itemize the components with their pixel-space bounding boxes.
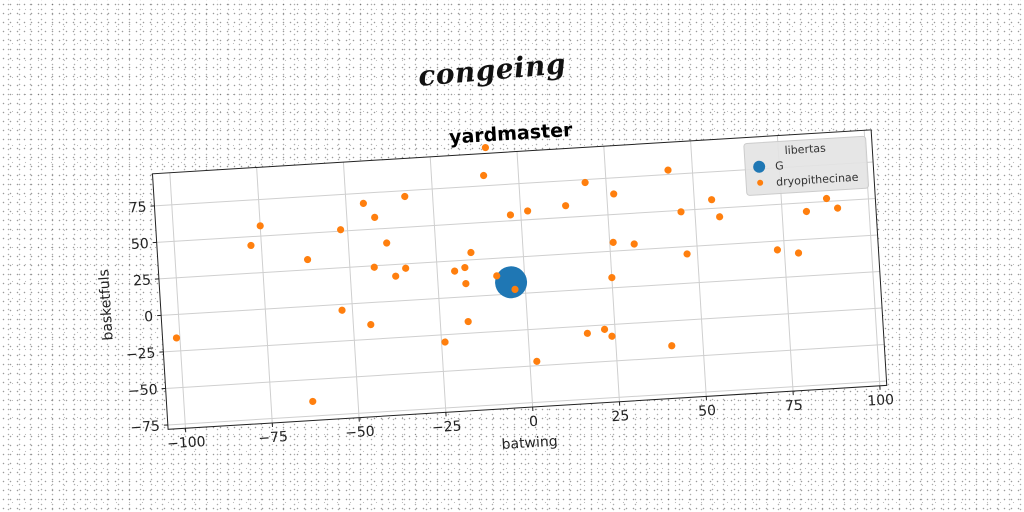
x-grid-line xyxy=(429,156,447,413)
point-dryopithecinae xyxy=(467,248,475,257)
x-grid-line xyxy=(603,146,620,402)
point-g xyxy=(495,266,528,299)
point-dryopithecinae xyxy=(464,317,472,326)
x-tick-label: −25 xyxy=(432,418,462,436)
x-tick-label: 75 xyxy=(785,398,804,415)
point-dryopithecinae xyxy=(683,250,691,258)
point-dryopithecinae xyxy=(608,332,616,340)
y-grid-line xyxy=(165,343,885,389)
point-dryopithecinae xyxy=(524,207,532,215)
point-dryopithecinae xyxy=(338,306,346,314)
point-dryopithecinae xyxy=(511,285,519,293)
point-dryopithecinae xyxy=(506,211,515,219)
y-tick-label: 25 xyxy=(133,272,152,289)
point-dryopithecinae xyxy=(359,199,367,208)
point-dryopithecinae xyxy=(610,190,618,198)
y-tick-label: 75 xyxy=(128,199,147,216)
x-tick-label: −75 xyxy=(258,429,288,447)
legend-title: libertas xyxy=(784,142,826,158)
point-dryopithecinae xyxy=(247,241,255,250)
point-dryopithecinae xyxy=(630,240,638,248)
point-dryopithecinae xyxy=(822,194,831,203)
x-tick-label: 0 xyxy=(529,414,539,431)
point-dryopithecinae xyxy=(392,272,400,280)
legend-marker-g xyxy=(753,160,766,173)
point-dryopithecinae xyxy=(480,171,488,180)
legend-box xyxy=(743,135,870,196)
legend-label-g: G xyxy=(775,159,784,172)
y-tick-label: 50 xyxy=(130,236,149,253)
x-grid-line xyxy=(342,162,360,418)
x-grid-line xyxy=(256,167,273,423)
point-dryopithecinae xyxy=(668,342,676,350)
point-dryopithecinae xyxy=(608,274,616,282)
point-dryopithecinae xyxy=(664,166,672,174)
point-dryopithecinae xyxy=(461,263,469,272)
point-dryopithecinae xyxy=(370,263,378,271)
point-dryopithecinae xyxy=(493,272,501,280)
y-tick-label: 0 xyxy=(144,309,154,326)
legend-label-dryopithecinae: dryopithecinae xyxy=(776,171,859,189)
y-tick-label: −50 xyxy=(128,382,158,400)
point-dryopithecinae xyxy=(833,204,842,212)
y-tick-label: −75 xyxy=(130,418,160,436)
point-dryopithecinae xyxy=(402,264,410,272)
point-dryopithecinae xyxy=(371,213,379,221)
point-dryopithecinae xyxy=(600,325,609,333)
point-dryopithecinae xyxy=(383,239,391,247)
point-dryopithecinae xyxy=(256,222,264,230)
point-dryopithecinae xyxy=(481,143,490,152)
point-dryopithecinae xyxy=(677,208,685,216)
point-dryopithecinae xyxy=(581,178,589,187)
point-dryopithecinae xyxy=(172,334,181,342)
point-dryopithecinae xyxy=(609,238,617,246)
x-tick-label: −50 xyxy=(345,424,375,442)
point-dryopithecinae xyxy=(451,267,459,275)
x-tick-label: 100 xyxy=(867,392,895,410)
y-grid-line xyxy=(156,197,876,243)
y-tick-label: −25 xyxy=(125,345,155,363)
axis-ticks: −100 −75 −50 −25 0 25 50 75 100 −75 −50 −25 0 25 50 75 xyxy=(125,199,895,452)
x-tick-label: 25 xyxy=(611,408,630,425)
data-points xyxy=(172,143,842,406)
point-dryopithecinae xyxy=(802,207,811,216)
x-grid-line xyxy=(690,140,707,397)
y-grid-line xyxy=(163,307,883,353)
point-dryopithecinae xyxy=(401,192,409,201)
x-axis-label: batwing xyxy=(501,434,558,453)
point-dryopithecinae xyxy=(773,246,782,254)
y-grid-line xyxy=(158,234,878,280)
x-grid-line xyxy=(169,172,186,429)
point-dryopithecinae xyxy=(309,397,317,406)
x-tick-label: 50 xyxy=(698,403,717,420)
point-dryopithecinae xyxy=(462,280,470,288)
legend-marker-dryopithecinae xyxy=(757,179,764,186)
point-dryopithecinae xyxy=(303,255,312,264)
point-dryopithecinae xyxy=(336,226,345,234)
x-tick-label: −100 xyxy=(167,434,206,452)
point-dryopithecinae xyxy=(708,196,716,204)
point-dryopithecinae xyxy=(716,213,724,221)
point-dryopithecinae xyxy=(562,202,570,210)
point-dryopithecinae xyxy=(533,357,541,365)
point-dryopithecinae xyxy=(794,249,803,257)
y-grid-line xyxy=(167,380,887,426)
plot-frame xyxy=(151,129,888,430)
chart-title: yardmaster xyxy=(448,119,573,149)
point-dryopithecinae xyxy=(583,329,591,337)
point-dryopithecinae xyxy=(367,320,375,329)
point-dryopithecinae xyxy=(441,338,449,346)
y-axis-label: basketfuls xyxy=(96,269,116,341)
